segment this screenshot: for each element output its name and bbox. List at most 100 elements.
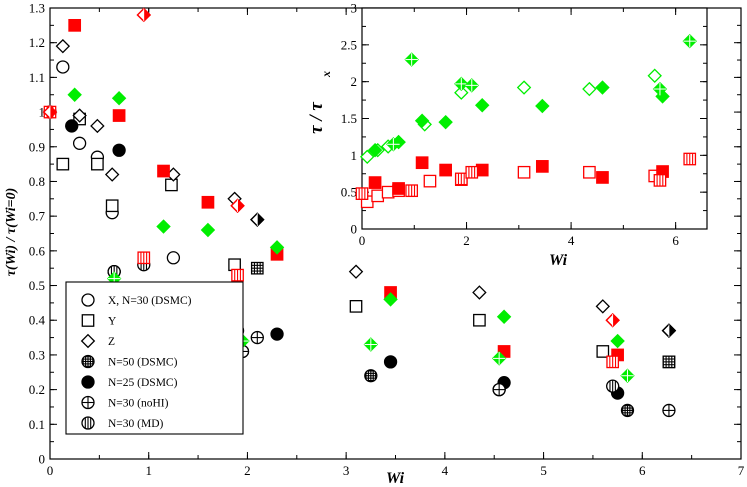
main-xtick-label: 3: [343, 463, 350, 478]
main-point: [230, 198, 245, 213]
main-xtick-label: 5: [540, 463, 547, 478]
main-point: [492, 382, 506, 397]
main-point: [112, 109, 126, 122]
main-point: [348, 264, 364, 279]
main-point: [72, 108, 87, 123]
main-point: [596, 345, 610, 358]
legend-marker: [81, 293, 95, 307]
legend-label: Y: [108, 316, 117, 328]
inset-point: [682, 33, 697, 49]
inset-xtick-label: 0: [359, 233, 366, 248]
main-ytick-label: 0.6: [29, 243, 46, 258]
inset-point: [516, 80, 532, 95]
inset-ytick-label: 0.5: [341, 185, 357, 200]
inset-point: [414, 113, 430, 128]
main-point: [250, 330, 264, 345]
inset-point: [517, 165, 531, 179]
inset-point: [405, 184, 419, 198]
inset-ytick-label: 0: [351, 222, 358, 237]
main-point: [165, 178, 178, 192]
legend: X, N=30 (DSMC) YZ N=50 (DSMC) N=25 (DSMC) N=…: [65, 281, 244, 435]
main-ytick-label: 1.3: [29, 1, 45, 16]
legend-label: N=30 (noHI): [108, 398, 169, 410]
main-ytick-label: 0: [39, 452, 46, 467]
main-point: [606, 355, 620, 369]
main-point: [620, 403, 635, 418]
inset-xtick-label: 4: [568, 233, 575, 248]
main-point: [68, 18, 82, 32]
inset-point: [355, 187, 369, 200]
legend-marker: [81, 314, 95, 327]
main-point: [383, 292, 398, 307]
main-ytick-label: 0.5: [29, 278, 45, 293]
main-ytick-label: 1.2: [29, 35, 45, 50]
main-point: [166, 251, 181, 265]
main-point: [156, 219, 171, 234]
main-point: [157, 164, 170, 178]
main-point: [201, 195, 215, 209]
main-ytick-label: 0.8: [29, 174, 45, 189]
main-y-axis-label: τ(Wi) / τ(Wi=0): [4, 188, 19, 277]
inset-point: [582, 81, 597, 97]
inset-y-axis-label: τ / τ: [306, 102, 327, 134]
inset-ytick-label: 3: [351, 1, 358, 16]
main-point: [270, 327, 284, 341]
main-xtick-label: 7: [738, 463, 745, 478]
inset-point: [454, 85, 469, 100]
main-point: [42, 104, 58, 120]
legend-marker: [81, 395, 95, 410]
main-point: [91, 157, 104, 171]
inset-point: [423, 174, 437, 188]
inset-point: [535, 98, 550, 114]
inset-ytick-label: 2.5: [341, 37, 357, 52]
main-point: [105, 199, 119, 213]
main-point: [137, 251, 151, 265]
inset-point: [595, 80, 610, 95]
main-point: [363, 337, 379, 352]
legend-marker: [81, 354, 95, 369]
legend-box: [65, 281, 244, 435]
main-point: [383, 355, 398, 369]
inset-point: [653, 174, 667, 187]
main-ytick-label: 0.1: [29, 417, 45, 432]
main-point: [620, 368, 635, 383]
main-xtick-label: 4: [442, 463, 449, 478]
inset-point: [415, 156, 429, 170]
main-xtick-label: 2: [244, 463, 251, 478]
main-point: [250, 212, 265, 227]
main-ytick-label: 0.9: [29, 139, 45, 154]
legend-label: N=30 (MD): [108, 418, 164, 430]
legend-label: X, N=30 (DSMC): [108, 295, 192, 307]
main-ytick-label: 1: [39, 105, 46, 120]
main-point: [364, 369, 378, 383]
inset-x-axis-label: Wi: [549, 252, 568, 269]
main-point: [72, 136, 87, 150]
main-point: [662, 355, 676, 369]
main-point: [228, 258, 241, 272]
main-ytick-label: 1.1: [29, 70, 45, 85]
main-point: [349, 300, 363, 313]
inset-point: [583, 165, 596, 179]
legend-label: Z: [108, 336, 115, 348]
main-point: [269, 240, 285, 255]
main-point: [595, 299, 611, 314]
inset-point: [683, 152, 697, 166]
main-point: [606, 379, 620, 393]
main-point: [112, 143, 126, 157]
main-point: [104, 167, 120, 182]
inset-point: [392, 182, 405, 195]
main-point: [491, 351, 507, 366]
inset-point: [367, 142, 383, 158]
main-point: [56, 157, 70, 171]
inset-point: [381, 185, 395, 199]
main-point: [56, 60, 70, 74]
main-point: [250, 261, 264, 275]
main-point: [90, 118, 105, 134]
inset-point: [647, 68, 662, 83]
inset-point: [438, 114, 453, 130]
inset-ytick-label: 1: [351, 148, 358, 163]
inset-xtick-label: 2: [463, 233, 470, 248]
inset-ytick-label: 2: [351, 74, 358, 89]
inset-point: [454, 76, 469, 92]
